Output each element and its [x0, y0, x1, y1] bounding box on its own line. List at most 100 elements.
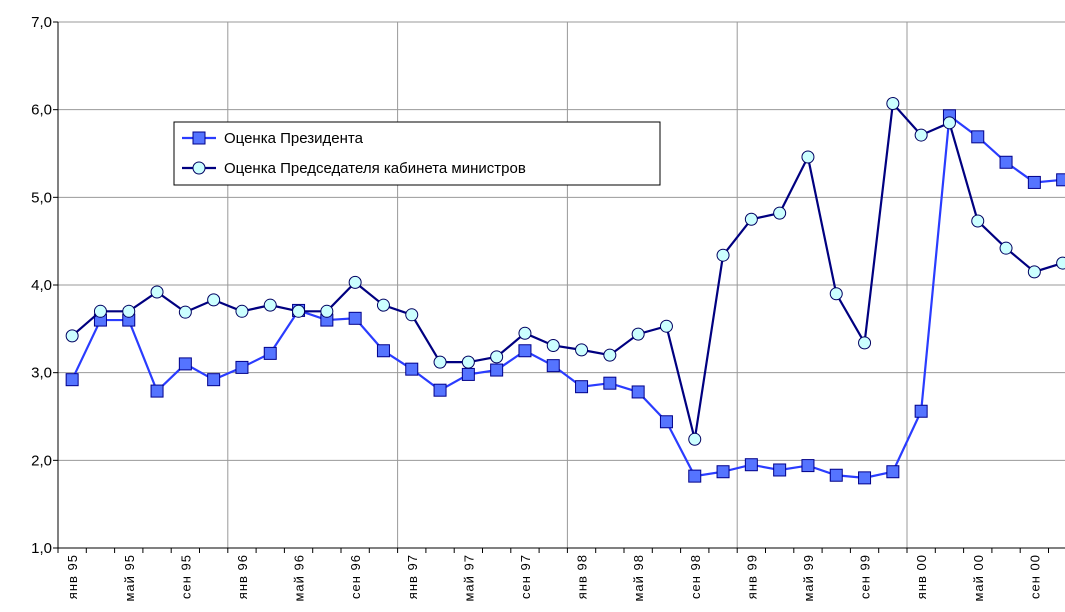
x-tick-label: май 97 — [461, 554, 476, 602]
marker — [376, 344, 390, 358]
marker — [490, 350, 504, 364]
marker — [631, 385, 645, 399]
x-tick-label: янв 00 — [914, 554, 929, 599]
x-tick-label: янв 97 — [405, 554, 420, 599]
y-tick-label: 5,0 — [31, 189, 52, 206]
x-tick-label: янв 99 — [744, 554, 759, 599]
marker — [235, 304, 249, 318]
legend: Оценка Президента Оценка Председателя каб… — [173, 121, 661, 186]
marker — [93, 304, 107, 318]
marker — [192, 131, 206, 145]
x-tick-label: май 95 — [122, 554, 137, 602]
marker — [150, 384, 164, 398]
marker — [829, 468, 843, 482]
marker — [348, 311, 362, 325]
marker — [122, 304, 136, 318]
marker — [546, 338, 560, 352]
series — [65, 109, 1065, 485]
series — [65, 97, 1065, 446]
x-tick-label: май 96 — [292, 554, 307, 602]
marker — [461, 355, 475, 369]
marker — [688, 432, 702, 446]
marker — [65, 329, 79, 343]
marker — [971, 214, 985, 228]
marker — [1056, 173, 1065, 187]
y-tick-label: 1,0 — [31, 540, 52, 557]
x-tick-label: сен 99 — [858, 554, 873, 599]
marker — [405, 308, 419, 322]
marker — [65, 373, 79, 387]
y-tick-label: 2,0 — [31, 452, 52, 469]
marker — [603, 348, 617, 362]
marker — [914, 128, 928, 142]
marker — [461, 367, 475, 381]
marker — [971, 130, 985, 144]
marker — [858, 336, 872, 350]
marker — [858, 471, 872, 485]
marker — [405, 362, 419, 376]
marker — [178, 357, 192, 371]
marker — [433, 355, 447, 369]
marker — [575, 380, 589, 394]
marker — [999, 241, 1013, 255]
legend-box — [173, 121, 661, 186]
marker — [914, 404, 928, 418]
marker — [716, 248, 730, 262]
marker — [518, 344, 532, 358]
marker — [999, 155, 1013, 169]
x-tick-label: сен 95 — [178, 554, 193, 599]
marker — [518, 326, 532, 340]
marker — [207, 293, 221, 307]
marker — [348, 275, 362, 289]
marker — [490, 363, 504, 377]
x-tick-label: сен 97 — [518, 554, 533, 599]
marker — [886, 97, 900, 111]
marker — [1027, 265, 1041, 279]
marker — [886, 465, 900, 479]
legend-label: Оценка Председателя кабинета министров — [224, 160, 526, 177]
marker — [292, 304, 306, 318]
marker — [150, 285, 164, 299]
marker — [801, 150, 815, 164]
marker — [546, 359, 560, 373]
marker — [744, 212, 758, 226]
marker — [178, 305, 192, 319]
marker — [603, 376, 617, 390]
marker — [631, 327, 645, 341]
marker — [688, 469, 702, 483]
marker — [263, 298, 277, 312]
marker — [829, 287, 843, 301]
marker — [433, 383, 447, 397]
x-tick-label: сен 00 — [1027, 554, 1042, 599]
y-tick-label: 3,0 — [31, 365, 52, 382]
marker — [659, 415, 673, 429]
marker — [659, 319, 673, 333]
marker — [744, 458, 758, 472]
marker — [716, 465, 730, 479]
marker — [320, 304, 334, 318]
x-tick-label: сен 96 — [348, 554, 363, 599]
legend-label: Оценка Президента — [224, 130, 364, 147]
marker — [207, 373, 221, 387]
marker — [942, 116, 956, 130]
x-tick-label: янв 95 — [65, 554, 80, 599]
y-tick-label: 6,0 — [31, 102, 52, 119]
marker — [1027, 175, 1041, 189]
marker — [773, 463, 787, 477]
y-tick-label: 7,0 — [31, 14, 52, 31]
x-tick-label: май 98 — [631, 554, 646, 602]
x-tick-label: янв 96 — [235, 554, 250, 599]
marker — [235, 360, 249, 374]
x-tick-label: сен 98 — [688, 554, 703, 599]
marker — [773, 206, 787, 220]
y-tick-label: 4,0 — [31, 277, 52, 294]
x-tick-label: янв 98 — [575, 554, 590, 599]
marker — [192, 161, 206, 175]
x-tick-label: май 00 — [971, 554, 986, 602]
marker — [575, 343, 589, 357]
marker — [263, 346, 277, 360]
x-tick-label: май 99 — [801, 554, 816, 602]
marker — [376, 298, 390, 312]
